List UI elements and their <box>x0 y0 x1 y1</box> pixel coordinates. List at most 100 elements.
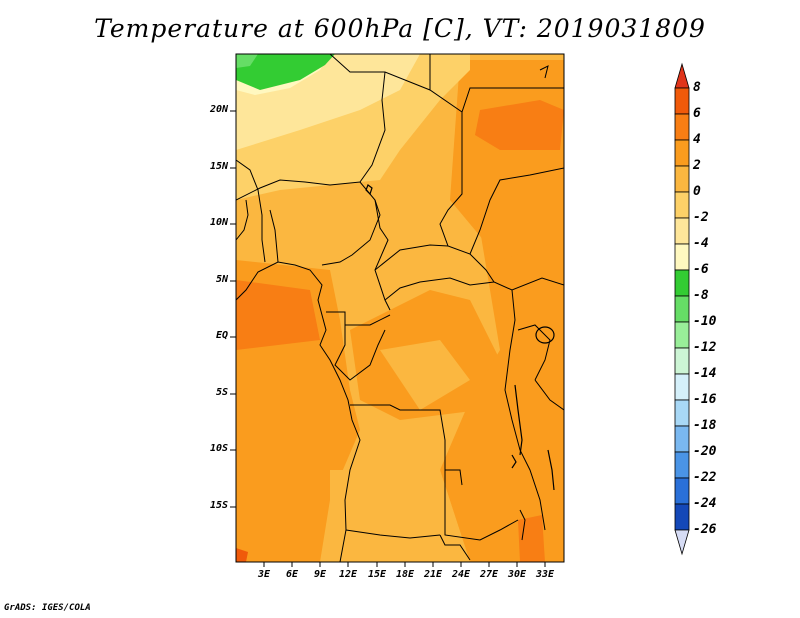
colorbar-arrow-bottom <box>674 529 690 556</box>
colorbar-level-label: -18 <box>693 418 717 433</box>
country-borders <box>236 54 564 562</box>
lon-label: 27E <box>479 569 499 580</box>
border-niger-chad <box>359 71 386 183</box>
lakes <box>365 184 555 491</box>
lon-label: 21E <box>423 569 443 580</box>
colorbar-level-label: -8 <box>693 288 709 303</box>
colorbar-level-label: -14 <box>693 366 717 381</box>
map-frame <box>235 53 565 563</box>
lake-tanganyika <box>514 384 523 456</box>
lon-label: 3E <box>257 569 271 580</box>
field-south-mild <box>330 470 470 562</box>
colorbar-level-label: -12 <box>693 340 717 355</box>
colorbar-segment <box>674 295 690 323</box>
colorbar-segment <box>674 347 690 375</box>
colorbar-segment <box>674 217 690 245</box>
field-east-warm <box>440 220 564 562</box>
colorbar-segment <box>674 373 690 401</box>
lake-malawi <box>547 449 555 491</box>
colorbar-level-label: -26 <box>693 522 717 537</box>
colorbar-level-label: -4 <box>693 236 709 251</box>
colorbar-segment <box>674 113 690 141</box>
lake-victoria <box>535 326 555 344</box>
lon-label: 30E <box>507 569 527 580</box>
colorbar-level-label: -22 <box>693 470 717 485</box>
border-angola-drc <box>350 404 463 486</box>
border-benin <box>269 209 279 263</box>
temperature-field <box>236 54 564 562</box>
lon-label: 15E <box>367 569 387 580</box>
lake-mweru <box>511 454 517 469</box>
border-malawi <box>519 509 526 541</box>
colorbar-level-label: 2 <box>693 158 701 173</box>
colorbar-level-label: -2 <box>693 210 709 225</box>
lon-label: 12E <box>338 569 358 580</box>
colorbar-segment <box>674 139 690 167</box>
colorbar-segment <box>674 191 690 219</box>
border-tanzania <box>534 379 564 411</box>
lat-label: 5N <box>215 274 228 285</box>
lat-label: 20N <box>209 104 228 115</box>
field-gulf <box>236 280 320 350</box>
colorbar-level-label: -6 <box>693 262 709 277</box>
coast-red-sea <box>539 65 549 79</box>
border-egypt-sudan <box>461 87 564 113</box>
colorbar-level-label: 6 <box>693 106 701 121</box>
colorbar-segment <box>674 503 690 531</box>
colorbar-segment <box>674 87 690 115</box>
colorbar-segment <box>674 477 690 505</box>
colorbar-level-label: -10 <box>693 314 717 329</box>
colorbar-level-label: -16 <box>693 392 717 407</box>
lake-chad <box>365 184 373 196</box>
colorbar-level-label: -24 <box>693 496 717 511</box>
lon-label: 9E <box>313 569 327 580</box>
colorbar-segment <box>674 451 690 479</box>
colorbar-level-label: -20 <box>693 444 717 459</box>
colorbar-segment <box>674 321 690 349</box>
border-west-africa <box>236 159 266 263</box>
coastline-west <box>236 261 361 562</box>
credit-text: GrADS: IGES/COLA <box>4 603 91 613</box>
border-congo <box>334 325 386 381</box>
colorbar-level-label: 4 <box>693 132 701 147</box>
border-zambia <box>444 470 519 541</box>
border-ghana <box>236 199 249 241</box>
lat-label: 10S <box>209 443 228 454</box>
lat-label: 15S <box>209 500 228 511</box>
field-hotspot-sw <box>236 548 248 562</box>
colorbar-segment <box>674 399 690 427</box>
border-namibia <box>345 529 441 539</box>
colorbar-segment <box>674 165 690 193</box>
colorbar-segment <box>674 243 690 271</box>
lon-label: 33E <box>535 569 555 580</box>
colorbar-arrow-top <box>674 62 690 89</box>
border-sudan <box>469 167 564 255</box>
border-cameroon-east <box>374 199 391 311</box>
lat-label: 10N <box>209 217 228 228</box>
field-hotspot-se <box>518 515 545 562</box>
colorbar-level-label: 8 <box>693 80 701 95</box>
lon-label: 18E <box>395 569 415 580</box>
lat-label: EQ <box>215 330 228 341</box>
colorbar-level-label: 0 <box>693 184 701 199</box>
lon-label: 24E <box>451 569 471 580</box>
colorbar-segment <box>674 425 690 453</box>
border-north-east <box>329 54 564 291</box>
chart-title: Temperature at 600hPa [C], VT: 201903180… <box>94 14 706 43</box>
lon-label: 6E <box>285 569 299 580</box>
lat-label: 15N <box>209 161 228 172</box>
border-great-lakes <box>504 289 546 531</box>
border-zimbabwe <box>439 534 471 561</box>
border-car-south <box>384 277 495 301</box>
colorbar-segment <box>674 269 690 297</box>
colorbar <box>674 62 690 556</box>
lat-label: 5S <box>215 387 228 398</box>
field-hotspot-ne <box>475 100 564 150</box>
field-central-cool <box>380 340 470 410</box>
axis-ticks <box>230 110 546 567</box>
field-cold-edge <box>236 54 258 68</box>
border-car-north <box>374 244 449 271</box>
border-uganda <box>517 324 551 381</box>
field-cold-north <box>236 54 335 90</box>
